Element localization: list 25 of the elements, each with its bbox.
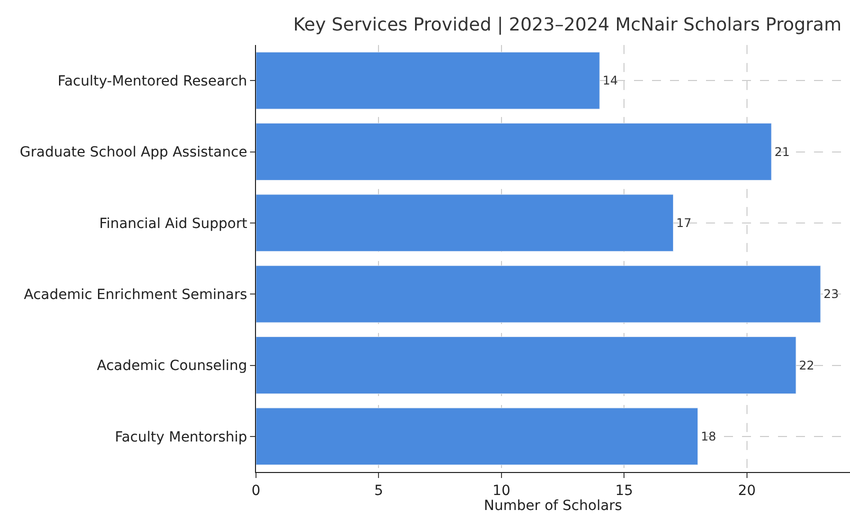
bar bbox=[256, 336, 796, 394]
x-tick-label: 10 bbox=[492, 482, 510, 499]
data-label: 18 bbox=[700, 429, 716, 444]
data-label: 14 bbox=[602, 74, 618, 88]
bar bbox=[256, 265, 821, 323]
data-label: 17 bbox=[676, 216, 692, 230]
data-label: 23 bbox=[824, 287, 839, 302]
data-label: 22 bbox=[799, 358, 814, 372]
x-axis-title: Number of Scholars bbox=[484, 498, 622, 514]
chart-title: Key Services Provided | 2023–2024 McNair Scholars Program bbox=[293, 14, 842, 36]
bar bbox=[256, 123, 772, 180]
x-tick-label: 15 bbox=[615, 482, 634, 499]
y-tick-label: Faculty Mentorship bbox=[114, 429, 248, 446]
data-label: 21 bbox=[774, 144, 790, 159]
y-tick-label: Academic Counseling bbox=[96, 358, 248, 374]
bar bbox=[256, 408, 698, 466]
y-tick-label: Financial Aid Support bbox=[99, 216, 248, 232]
x-tick-label: 20 bbox=[738, 482, 756, 499]
bar bbox=[256, 194, 674, 252]
y-tick-label: Academic Enrichment Seminars bbox=[24, 286, 248, 303]
x-tick-label: 0 bbox=[252, 482, 260, 499]
y-tick-label: Faculty-Mentored Research bbox=[58, 73, 248, 90]
x-tick-label: 5 bbox=[374, 482, 384, 499]
bar bbox=[256, 52, 600, 110]
y-tick-label: Graduate School App Assistance bbox=[20, 144, 248, 161]
